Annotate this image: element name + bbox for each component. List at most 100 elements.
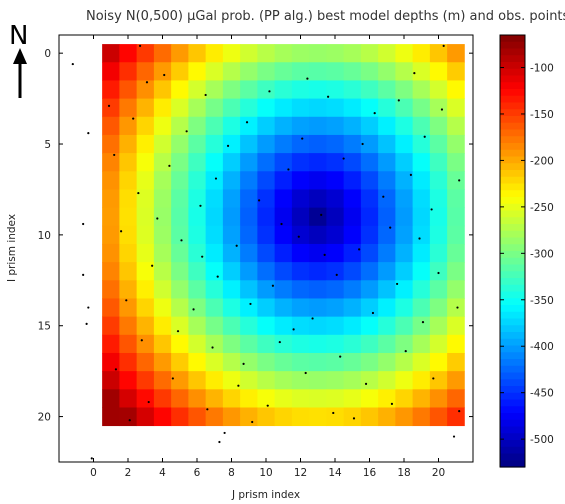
- heatmap-cell: [291, 407, 310, 427]
- heatmap-cell: [412, 334, 431, 354]
- colorbar-band: [500, 62, 525, 70]
- heatmap-cell: [412, 243, 431, 263]
- heatmap-cell: [257, 62, 276, 81]
- heatmap-cell: [153, 298, 172, 318]
- heatmap-cell: [240, 189, 258, 209]
- heatmap-cell: [171, 334, 189, 354]
- heatmap-cell: [309, 134, 327, 154]
- colorbar-tick-label: -400: [530, 341, 554, 353]
- x-tick-label: 6: [194, 467, 201, 479]
- heatmap-cell: [222, 243, 241, 263]
- heatmap-cell: [274, 225, 293, 245]
- heatmap-cell: [309, 225, 327, 245]
- heatmap-cell: [360, 243, 379, 263]
- heatmap-cell: [257, 352, 276, 372]
- obs-point: [268, 90, 271, 93]
- heatmap-cell: [360, 225, 379, 245]
- obs-point: [306, 77, 309, 80]
- heatmap-cell: [291, 243, 310, 263]
- obs-point: [452, 435, 456, 438]
- heatmap-cell: [240, 371, 258, 390]
- colorbar-band: [500, 244, 525, 252]
- heatmap-cell: [119, 243, 138, 263]
- heatmap-cell: [257, 334, 276, 354]
- heatmap-cell: [153, 280, 172, 299]
- heatmap-cell: [447, 352, 465, 372]
- colorbar-band: [500, 95, 525, 104]
- obs-point: [214, 177, 218, 180]
- heatmap-cell: [222, 207, 241, 227]
- obs-point: [332, 411, 335, 415]
- heatmap-cell: [274, 189, 293, 209]
- colorbar-band: [500, 291, 525, 299]
- heatmap-cell: [136, 189, 155, 209]
- obs-point: [373, 112, 376, 115]
- heatmap-cell: [153, 116, 172, 136]
- obs-point: [192, 308, 195, 311]
- heatmap-cell: [274, 171, 293, 190]
- heatmap-cell: [447, 171, 465, 190]
- heatmap-cell: [136, 153, 155, 172]
- heatmap-cell: [309, 207, 327, 227]
- heatmap-cells: [102, 44, 465, 427]
- heatmap-cell: [429, 243, 448, 263]
- heatmap-cell: [222, 316, 241, 336]
- heatmap-cell: [412, 189, 431, 209]
- obs-point: [358, 248, 361, 251]
- heatmap-cell: [102, 171, 120, 190]
- heatmap-cell: [136, 80, 155, 99]
- heatmap-cell: [378, 116, 396, 136]
- obs-point: [396, 282, 399, 286]
- heatmap-cell: [188, 371, 207, 390]
- heatmap-cell: [343, 62, 362, 81]
- heatmap-cell: [395, 407, 414, 427]
- heatmap-cell: [240, 116, 258, 136]
- obs-point: [211, 346, 214, 349]
- heatmap-cell: [171, 280, 189, 299]
- obs-point: [311, 317, 314, 320]
- heatmap-cell: [102, 44, 120, 63]
- obs-point: [278, 340, 281, 344]
- heatmap-cell: [326, 153, 345, 172]
- heatmap-cell: [136, 298, 155, 318]
- heatmap-cell: [429, 153, 448, 172]
- heatmap-cell: [257, 98, 276, 118]
- heatmap-cell: [153, 407, 172, 427]
- obs-point: [235, 244, 238, 247]
- colorbar-band: [500, 386, 525, 394]
- x-tick-label: 0: [90, 467, 97, 479]
- colorbar-tick-label: -250: [530, 202, 554, 214]
- heatmap-cell: [240, 352, 258, 372]
- heatmap-cell: [429, 189, 448, 209]
- x-tick-label: 12: [294, 467, 307, 479]
- obs-point: [156, 217, 159, 220]
- heatmap-cell: [447, 62, 465, 81]
- heatmap-cell: [395, 371, 414, 390]
- heatmap-cell: [257, 80, 276, 99]
- obs-point: [430, 208, 433, 211]
- colorbar-band: [500, 365, 525, 374]
- heatmap-cell: [447, 243, 465, 263]
- heatmap-cell: [378, 262, 396, 281]
- obs-point: [120, 230, 123, 233]
- heatmap-cell: [240, 44, 258, 63]
- heatmap-cell: [447, 407, 465, 427]
- obs-point: [361, 142, 364, 146]
- obs-point: [85, 322, 88, 326]
- heatmap-cell: [205, 98, 224, 118]
- colorbar-frame: [499, 34, 526, 468]
- heatmap-cell: [447, 298, 465, 318]
- obs-point: [327, 95, 330, 98]
- heatmap-cell: [291, 116, 310, 136]
- heatmap-cell: [447, 189, 465, 209]
- heatmap-cell: [412, 62, 431, 81]
- obs-point: [237, 384, 240, 387]
- heatmap-cell: [395, 298, 414, 318]
- heatmap-cell: [447, 389, 465, 408]
- heatmap-cell: [326, 389, 345, 408]
- heatmap-cell: [205, 334, 224, 354]
- heatmap-cell: [153, 44, 172, 63]
- heatmap-cell: [274, 371, 293, 390]
- heatmap-cell: [240, 207, 258, 227]
- colorbar-band: [500, 318, 525, 326]
